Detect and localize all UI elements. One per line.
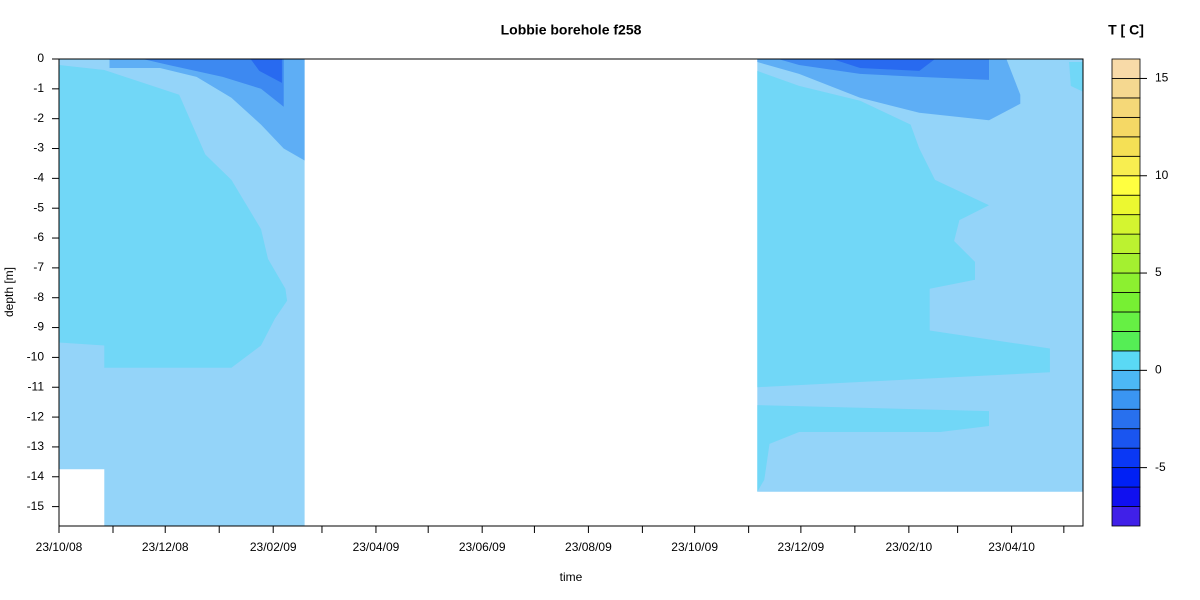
colorbar-band: [1111, 292, 1141, 313]
y-tick-label: -15: [27, 499, 45, 513]
y-tick-label: -9: [33, 320, 44, 334]
x-tick-label: 23/12/08: [142, 540, 189, 554]
colorbar-band: [1111, 58, 1141, 79]
x-tick-label: 23/04/09: [353, 540, 400, 554]
contour-region: [142, 59, 284, 107]
y-tick-label: -13: [27, 439, 45, 453]
colorbar-tick-label: 0: [1155, 363, 1162, 377]
colorbar-band: [1111, 233, 1141, 254]
colorbar-band: [1111, 155, 1141, 177]
contour-region: [757, 405, 989, 492]
contour-region: [59, 65, 288, 368]
colorbar-band: [1111, 78, 1141, 99]
colorbar-band: [1111, 486, 1141, 507]
colorbar-band: [1111, 194, 1141, 216]
contour-region: [250, 59, 282, 83]
x-tick-label: 23/04/10: [988, 540, 1035, 554]
colorbar-tick-label: 10: [1155, 168, 1169, 182]
y-tick-label: -8: [33, 290, 44, 304]
contour-region: [778, 59, 989, 80]
colorbar-band: [1111, 350, 1141, 371]
plot-frame: [58, 58, 1084, 527]
colorbar-band: [1111, 136, 1141, 157]
colorbar-band: [1111, 97, 1141, 118]
y-tick-label: -2: [33, 111, 44, 125]
x-tick-label: 23/10/08: [36, 540, 83, 554]
colorbar-band: [1111, 408, 1141, 430]
y-tick-label: -11: [28, 379, 45, 393]
y-tick-label: -12: [27, 409, 45, 423]
colorbar-band: [1111, 467, 1141, 488]
colorbar-band: [1111, 369, 1141, 391]
colorbar-band: [1111, 311, 1141, 332]
colorbar-tick-label: 15: [1155, 71, 1169, 85]
colorbar-band: [1111, 272, 1141, 293]
colorbar-band: [1111, 389, 1141, 410]
y-tick-label: -14: [27, 469, 45, 483]
x-tick-label: 23/02/10: [885, 540, 932, 554]
contour-region: [1069, 62, 1083, 92]
x-tick-label: 23/12/09: [778, 540, 825, 554]
x-axis-label: time: [560, 570, 583, 584]
y-tick-label: -3: [33, 141, 44, 155]
x-tick-label: 23/06/09: [459, 540, 506, 554]
contour-region: [757, 70, 1050, 388]
y-tick-label: -7: [33, 260, 44, 274]
x-tick-label: 23/10/09: [671, 540, 718, 554]
y-axis-label: depth [m]: [2, 267, 16, 317]
y-tick-label: -4: [33, 171, 44, 185]
colorbar-band: [1111, 214, 1141, 235]
colorbar-band: [1111, 331, 1141, 352]
colorbar-band: [1111, 447, 1141, 469]
colorbar-tick-label: 5: [1155, 265, 1162, 279]
x-tick-label: 23/02/09: [250, 540, 297, 554]
colorbar-tick-label: -5: [1155, 460, 1166, 474]
y-tick-label: -6: [33, 230, 44, 244]
colorbar-band: [1111, 506, 1141, 527]
colorbar-title: T [ C]: [1108, 22, 1144, 38]
x-tick-label: 23/08/09: [565, 540, 612, 554]
contour-region: [832, 59, 935, 71]
colorbar-band: [1111, 253, 1141, 274]
y-tick-label: -10: [27, 350, 45, 364]
y-tick-label: -5: [33, 200, 44, 214]
colorbar-band: [1111, 116, 1141, 138]
y-tick-label: -1: [33, 81, 44, 95]
colorbar-band: [1111, 175, 1141, 196]
colorbar-band: [1111, 428, 1141, 449]
chart-title: Lobbie borehole f258: [501, 22, 642, 38]
y-tick-label: 0: [37, 51, 44, 65]
